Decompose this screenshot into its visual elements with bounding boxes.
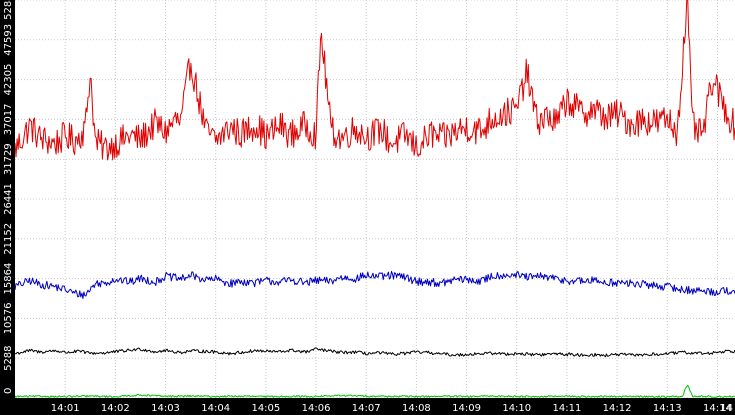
series-line-2 [14, 270, 735, 299]
y-tick-label: 47593 [3, 24, 14, 56]
y-tick-label: 15864 [3, 263, 14, 295]
x-tick-label: 14 [720, 403, 733, 414]
x-tick-label: 14:03 [151, 403, 180, 414]
y-tick-label: 31729 [3, 143, 14, 175]
y-tick-label: 5288 [3, 345, 14, 370]
y-tick-label: 37017 [3, 103, 14, 135]
grid [15, 0, 735, 399]
x-tick-label: 14:05 [251, 403, 280, 414]
x-tick-label: 14:06 [302, 403, 331, 414]
x-axis-band [0, 398, 735, 415]
x-tick-label: 14:07 [352, 403, 381, 414]
x-tick-label: 14:08 [402, 403, 431, 414]
y-tick-labels: 0 5288 10576 15864 21152 26441 31729 37017 42305… [3, 0, 14, 394]
series-group [14, 0, 735, 398]
y-tick-label: 42305 [3, 64, 14, 96]
y-tick-label: 52882 [3, 0, 14, 20]
x-tick-label: 14:04 [201, 403, 230, 414]
series-line-3 [14, 347, 735, 358]
x-tick-label: 14:10 [502, 403, 531, 414]
y-axis-band [0, 0, 15, 415]
y-tick-label: 21152 [3, 223, 14, 255]
y-tick-label: 10576 [3, 302, 14, 334]
x-tick-label: 14:14 [703, 403, 732, 414]
y-tick-label: 26441 [3, 183, 14, 215]
x-tick-label: 14:09 [452, 403, 481, 414]
series-line-4 [14, 384, 735, 398]
x-tick-labels: 14:01 14:02 14:03 14:04 14:05 14:06 14:07 14:08… [51, 403, 733, 414]
x-tick-label: 14:12 [603, 403, 632, 414]
series-line-1 [14, 0, 735, 161]
x-tick-label: 14:02 [101, 403, 130, 414]
x-tick-label: 14:13 [653, 403, 682, 414]
x-tick-label: 14:01 [51, 403, 80, 414]
x-tick-label: 14:11 [553, 403, 582, 414]
y-tick-label: 0 [3, 388, 14, 394]
